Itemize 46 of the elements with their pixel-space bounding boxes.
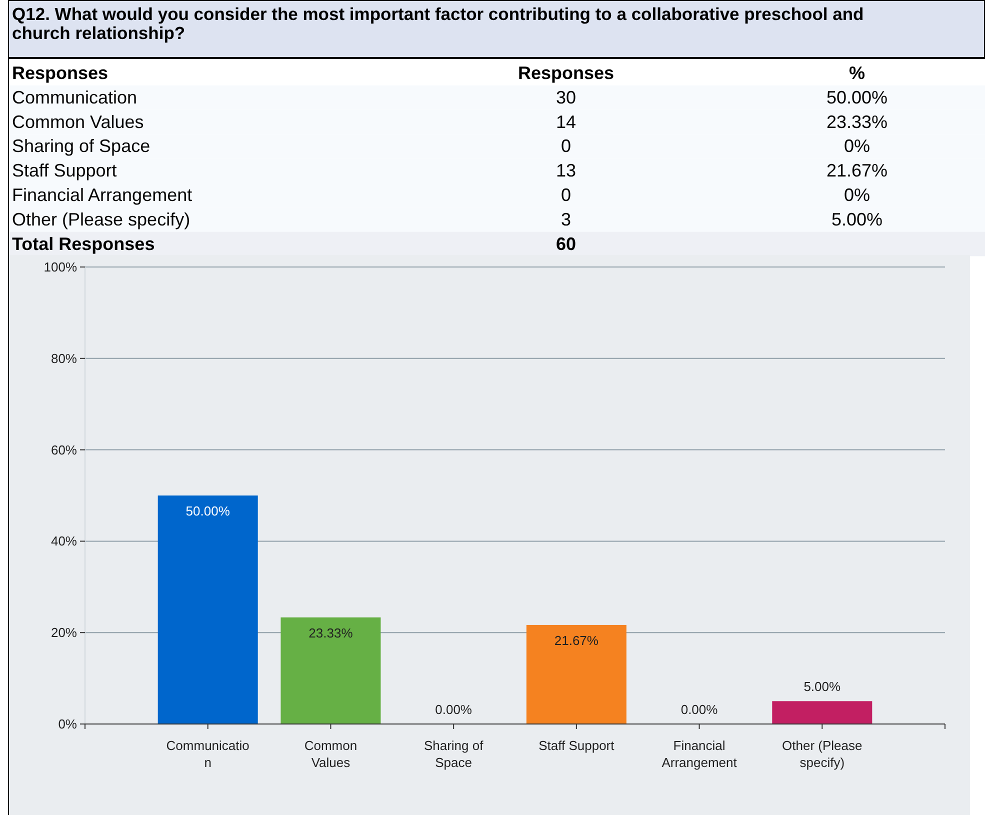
bar: [158, 496, 258, 724]
text: Communication: [12, 87, 138, 108]
x-tick-label: Other (Please specify): [782, 738, 862, 770]
text: Responses: [12, 63, 108, 83]
x-tick-label: Financial Arrangement: [662, 738, 738, 770]
data-label: 50.00%: [186, 504, 230, 518]
text: 50.00%: [826, 87, 888, 108]
text: 21.67%: [826, 160, 888, 181]
text: Other (Please specify): [12, 209, 190, 230]
y-tick-label: 40%: [50, 534, 78, 549]
bar: [280, 617, 381, 724]
text: Total Responses: [12, 234, 155, 254]
y-tick-label: 0%: [58, 716, 78, 732]
bar: [526, 624, 626, 724]
text: Financial Arrangement: [12, 185, 192, 205]
y-tick-label: 100%: [44, 260, 78, 274]
x-tick-label: Common Values: [304, 738, 358, 770]
text: 0: [560, 185, 572, 205]
data-label: 5.00%: [804, 679, 842, 694]
x-tick-label: Sharing of Space: [424, 738, 484, 770]
x-tick-label: Staff Support: [538, 738, 615, 753]
text: Common Values: [12, 112, 144, 132]
chart-title: Q12. What would you consider the most important factor contributing to a collaborative preschool and church relationship?: [12, 4, 864, 43]
text: Staff Support: [12, 160, 117, 181]
y-tick-label: 20%: [50, 625, 78, 640]
text: 3: [560, 209, 572, 230]
text: Responses: [518, 63, 614, 83]
text: 23.33%: [826, 112, 888, 132]
text: %: [848, 63, 866, 83]
text: 60: [556, 234, 576, 254]
data-label: 23.33%: [308, 625, 354, 640]
bar: [772, 701, 872, 724]
text: 5.00%: [831, 209, 883, 230]
text: 0%: [844, 136, 870, 156]
text: 13: [556, 160, 576, 181]
data-label: 0.00%: [680, 702, 718, 717]
text: 0%: [844, 185, 870, 205]
y-tick-label: 60%: [50, 442, 78, 458]
x-tick-label: Communication: [166, 738, 250, 770]
text: 30: [556, 87, 576, 108]
data-label: 21.67%: [554, 632, 599, 648]
y-tick-label: 80%: [50, 350, 78, 366]
data-label: 0.00%: [435, 702, 472, 717]
text: Sharing of Space: [12, 136, 150, 156]
text: 0: [560, 136, 572, 156]
text: 14: [556, 112, 576, 132]
